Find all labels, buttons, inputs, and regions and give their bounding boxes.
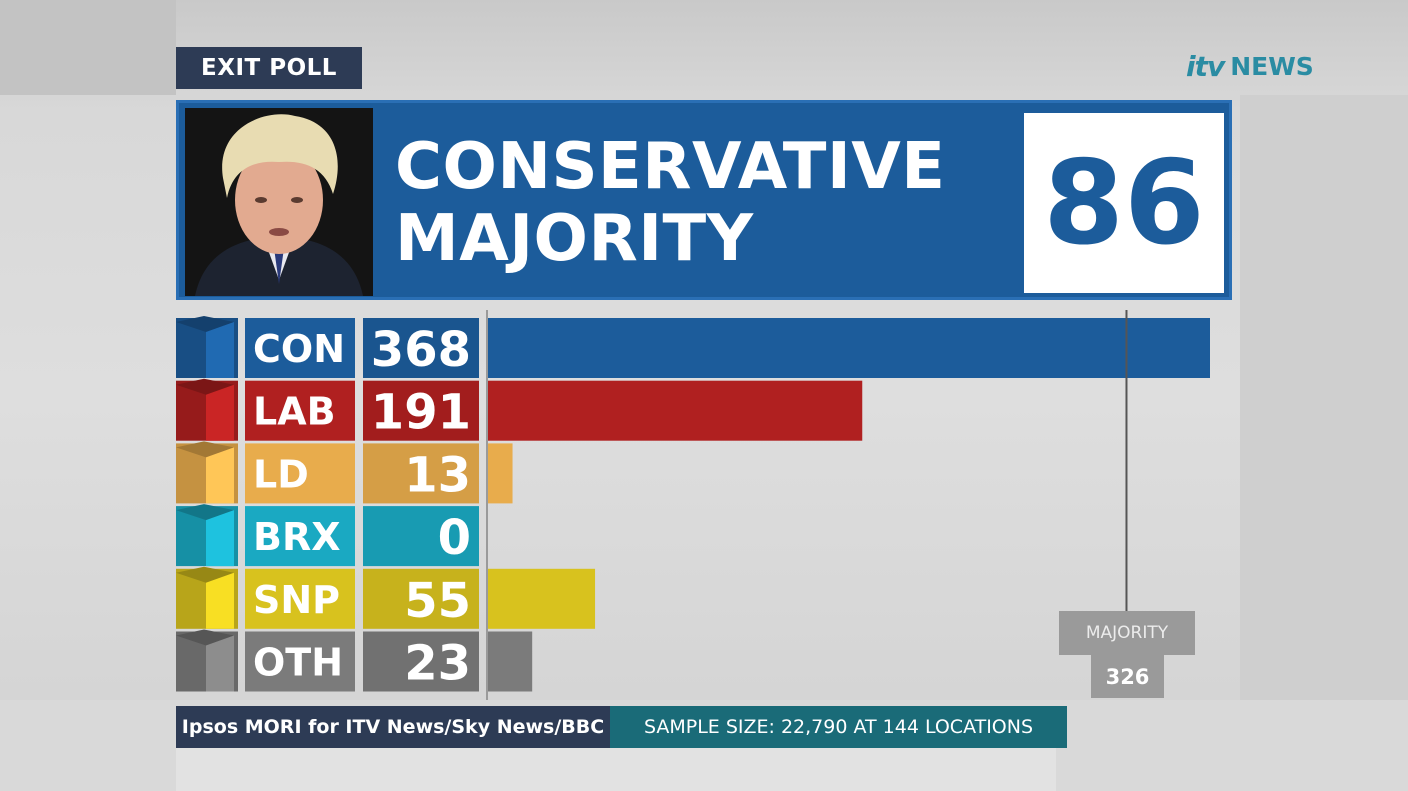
party-cube-icon — [176, 566, 238, 629]
party-seat-label: 23 — [404, 636, 471, 692]
party-seat-label: 191 — [371, 385, 471, 441]
logo-news-text: NEWS — [1230, 51, 1314, 81]
party-name-cell — [245, 631, 355, 692]
majority-value: 86 — [1024, 113, 1224, 293]
background-panel — [176, 748, 1056, 791]
party-name-label: BRX — [253, 515, 341, 559]
party-seat-cell — [363, 631, 479, 692]
party-name-label: CON — [253, 327, 345, 371]
headline: CONSERVATIVE MAJORITY — [395, 131, 946, 275]
party-cube-icon — [176, 378, 238, 441]
party-seat-cell — [363, 380, 479, 441]
person-portrait-icon — [185, 108, 373, 296]
party-seat-cell — [363, 506, 479, 567]
party-seat-cell — [363, 443, 479, 504]
party-name-label: OTH — [253, 641, 343, 685]
headline-line-2: MAJORITY — [395, 202, 754, 276]
party-seat-label: 368 — [371, 322, 471, 378]
party-name-label: SNP — [253, 578, 340, 622]
sample-size: SAMPLE SIZE: 22,790 AT 144 LOCATIONS — [610, 706, 1067, 748]
party-name-cell — [245, 443, 355, 504]
background-panel — [1240, 95, 1408, 705]
party-seat-label: 0 — [438, 510, 471, 566]
result-banner: CONSERVATIVE MAJORITY 86 — [176, 100, 1232, 300]
party-name-label: LD — [253, 452, 309, 496]
party-name-cell — [245, 318, 355, 378]
itv-news-logo: itv NEWS — [1186, 48, 1314, 84]
party-seat-cell — [363, 318, 479, 378]
headline-line-1: CONSERVATIVE — [395, 130, 946, 204]
party-seat-cell — [363, 568, 479, 629]
party-seat-label: 13 — [404, 447, 471, 503]
party-cube-icon — [176, 504, 238, 567]
poll-source: Ipsos MORI for ITV News/Sky News/BBC — [176, 706, 610, 748]
seat-bar — [487, 318, 1210, 378]
party-name-cell — [245, 380, 355, 441]
seat-bar — [487, 443, 513, 504]
exit-poll-tag: EXIT POLL — [176, 47, 362, 89]
seat-bar — [487, 568, 596, 629]
party-name-cell — [245, 506, 355, 567]
majority-marker-value: 326 — [1091, 655, 1164, 698]
party-cube-icon — [176, 441, 238, 504]
party-seat-label: 55 — [404, 573, 471, 629]
majority-marker-label: MAJORITY — [1059, 611, 1195, 655]
logo-itv-text: itv — [1186, 49, 1225, 83]
party-name-cell — [245, 568, 355, 629]
seat-bar — [487, 631, 533, 692]
background-panel — [0, 0, 176, 95]
party-cube-icon — [176, 629, 238, 692]
seat-bar — [487, 380, 863, 441]
party-name-label: LAB — [253, 390, 336, 434]
party-cube-icon — [176, 316, 238, 378]
